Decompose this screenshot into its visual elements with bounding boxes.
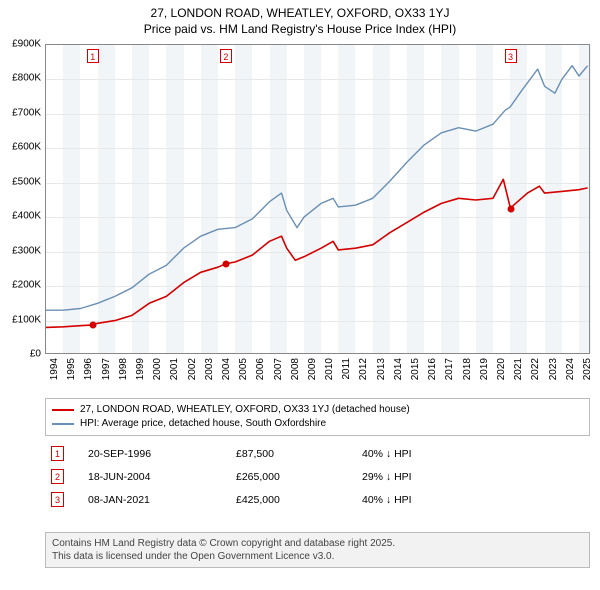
- x-tick-label: 2007: [273, 358, 284, 380]
- x-tick-label: 1996: [83, 358, 94, 380]
- x-tick-label: 2009: [307, 358, 318, 380]
- x-tick-label: 2019: [479, 358, 490, 380]
- trade-row-3: 3 08-JAN-2021 £425,000 40% ↓ HPI: [51, 492, 584, 507]
- trade-point-3: [507, 205, 514, 212]
- legend-label-property: 27, LONDON ROAD, WHEATLEY, OXFORD, OX33 …: [80, 403, 410, 417]
- x-tick-label: 2011: [341, 358, 352, 380]
- series-hpi: [46, 66, 588, 311]
- y-tick-label: £300K: [12, 245, 41, 256]
- x-tick-label: 2016: [427, 358, 438, 380]
- y-tick-label: £100K: [12, 314, 41, 325]
- legend-label-hpi: HPI: Average price, detached house, Sout…: [80, 417, 326, 431]
- x-tick-label: 2006: [255, 358, 266, 380]
- x-tick-label: 2021: [513, 358, 524, 380]
- x-tick-label: 2025: [582, 358, 593, 380]
- trade-marker-2: 2: [220, 49, 232, 63]
- x-tick-label: 2000: [152, 358, 163, 380]
- x-tick-label: 2005: [238, 358, 249, 380]
- x-tick-label: 2014: [393, 358, 404, 380]
- trades-table: 1 20-SEP-1996 £87,500 40% ↓ HPI 2 18-JUN…: [45, 440, 590, 517]
- legend-swatch-hpi: [52, 423, 74, 425]
- y-tick-label: £500K: [12, 176, 41, 187]
- trade-date-2: 18-JUN-2004: [70, 471, 230, 483]
- x-axis-labels: 1994 1995 1996 1997 1998 1999 2000 2001 2002 2003…: [45, 356, 590, 396]
- footer-attribution: Contains HM Land Registry data © Crown c…: [45, 532, 590, 568]
- x-tick-label: 2024: [565, 358, 576, 380]
- chart-plot-area: 1 2 3: [45, 44, 590, 354]
- legend-item-property: 27, LONDON ROAD, WHEATLEY, OXFORD, OX33 …: [52, 403, 583, 417]
- x-tick-label: 2013: [376, 358, 387, 380]
- title-line-1: 27, LONDON ROAD, WHEATLEY, OXFORD, OX33 …: [0, 6, 600, 22]
- x-tick-label: 2012: [358, 358, 369, 380]
- y-tick-label: £200K: [12, 280, 41, 291]
- trade-date-3: 08-JAN-2021: [70, 494, 230, 506]
- x-tick-label: 2020: [496, 358, 507, 380]
- x-tick-label: 1997: [101, 358, 112, 380]
- x-tick-label: 2008: [290, 358, 301, 380]
- x-tick-label: 2002: [187, 358, 198, 380]
- trade-badge-2: 2: [51, 469, 64, 484]
- x-tick-label: 2018: [462, 358, 473, 380]
- trade-price-2: £265,000: [236, 471, 356, 483]
- trade-delta-1: 40% ↓ HPI: [362, 448, 412, 460]
- chart-lines-svg: [46, 45, 589, 353]
- x-tick-label: 2004: [221, 358, 232, 380]
- y-tick-label: £0: [30, 349, 41, 360]
- trade-point-2: [222, 260, 229, 267]
- footer-line-2: This data is licensed under the Open Gov…: [52, 550, 583, 563]
- x-tick-label: 1995: [66, 358, 77, 380]
- y-tick-label: £800K: [12, 73, 41, 84]
- trade-row-2: 2 18-JUN-2004 £265,000 29% ↓ HPI: [51, 469, 584, 484]
- legend: 27, LONDON ROAD, WHEATLEY, OXFORD, OX33 …: [45, 398, 590, 436]
- trade-date-1: 20-SEP-1996: [70, 448, 230, 460]
- title-line-2: Price paid vs. HM Land Registry's House …: [0, 22, 600, 38]
- trade-delta-2: 29% ↓ HPI: [362, 471, 412, 483]
- footer-line-1: Contains HM Land Registry data © Crown c…: [52, 537, 583, 550]
- chart-title: 27, LONDON ROAD, WHEATLEY, OXFORD, OX33 …: [0, 0, 600, 37]
- trade-point-1: [89, 321, 96, 328]
- series-property: [46, 179, 588, 327]
- x-tick-label: 2010: [324, 358, 335, 380]
- x-tick-label: 2017: [444, 358, 455, 380]
- x-tick-label: 2023: [548, 358, 559, 380]
- trade-price-1: £87,500: [236, 448, 356, 460]
- x-tick-label: 1998: [118, 358, 129, 380]
- x-tick-label: 2015: [410, 358, 421, 380]
- trade-badge-3: 3: [51, 492, 64, 507]
- trade-marker-3: 3: [505, 49, 517, 63]
- x-tick-label: 2022: [530, 358, 541, 380]
- trade-marker-1: 1: [87, 49, 99, 63]
- trade-badge-1: 1: [51, 446, 64, 461]
- x-tick-label: 1999: [135, 358, 146, 380]
- legend-swatch-property: [52, 409, 74, 411]
- x-tick-label: 2001: [169, 358, 180, 380]
- x-tick-label: 2003: [204, 358, 215, 380]
- legend-item-hpi: HPI: Average price, detached house, Sout…: [52, 417, 583, 431]
- y-tick-label: £400K: [12, 211, 41, 222]
- y-axis-labels: £0£100K£200K£300K£400K£500K£600K£700K£80…: [0, 44, 43, 354]
- y-tick-label: £700K: [12, 107, 41, 118]
- trade-delta-3: 40% ↓ HPI: [362, 494, 412, 506]
- trade-row-1: 1 20-SEP-1996 £87,500 40% ↓ HPI: [51, 446, 584, 461]
- plot-inner: 1 2 3: [46, 45, 589, 353]
- trade-price-3: £425,000: [236, 494, 356, 506]
- x-tick-label: 1994: [49, 358, 60, 380]
- y-tick-label: £600K: [12, 142, 41, 153]
- y-tick-label: £900K: [12, 39, 41, 50]
